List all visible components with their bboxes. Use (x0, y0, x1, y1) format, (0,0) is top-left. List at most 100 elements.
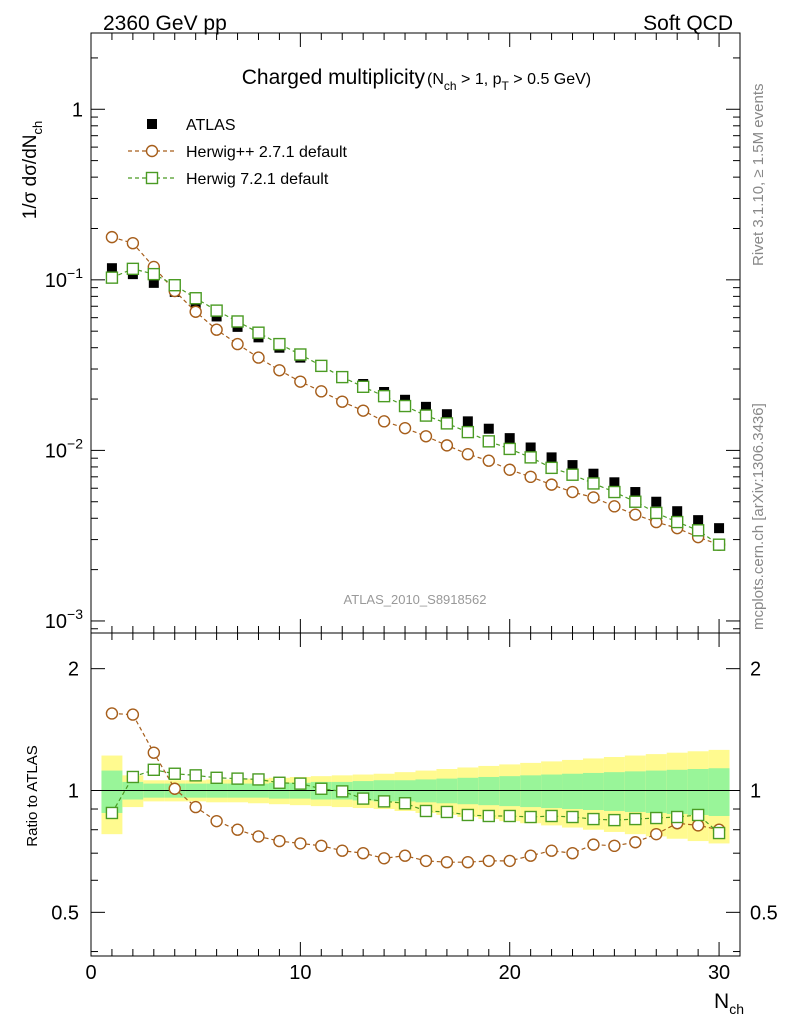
mc-point (398, 421, 412, 435)
ratio-point (189, 769, 202, 782)
ratio-point (587, 838, 600, 851)
ratio-point (524, 810, 537, 824)
ratio-point (168, 782, 181, 795)
x-tick-label: 20 (499, 962, 521, 984)
chart-title-condition: (Nch > 1, pT > 0.5 GeV) (427, 71, 591, 93)
header-left: 2360 GeV pp (103, 12, 227, 35)
ratio-frame (90, 632, 741, 957)
mc-point (712, 538, 726, 551)
data-point (504, 433, 515, 444)
mc-point (336, 395, 349, 408)
side-label-bottom: mcplots.cern.ch [arXiv:1306.3436] (750, 403, 767, 630)
y-tick-label: 1 (72, 99, 83, 121)
data-point (609, 477, 620, 488)
data-point (714, 523, 725, 534)
data-point (672, 506, 683, 517)
ratio-point (231, 823, 244, 836)
ratio-point (189, 800, 202, 814)
ratio-point (210, 814, 223, 828)
ratio-point (566, 810, 579, 824)
ratio-point (712, 826, 726, 840)
ratio-point (356, 792, 370, 805)
ratio-point (419, 804, 433, 818)
ratio-uncertainty-bands (101, 749, 730, 844)
mc-point (566, 485, 579, 499)
ratio-point (315, 782, 328, 795)
y-tick-label: 10−2 (45, 435, 83, 462)
mc-point (670, 515, 684, 529)
stat-uncertainty-band (562, 773, 583, 810)
ratio-point (105, 707, 119, 720)
ratio-point (210, 771, 223, 784)
stat-uncertainty-band (499, 776, 521, 807)
data-point (525, 442, 536, 453)
ratio-point (545, 844, 558, 857)
data-point (546, 452, 557, 463)
ratio-point (252, 773, 265, 786)
mc-point (629, 495, 642, 508)
data-point (693, 515, 704, 526)
ratio-y-axis-label: Ratio to ATLAS (24, 745, 41, 846)
ratio-point (691, 819, 705, 832)
stat-uncertainty-band (645, 770, 667, 813)
legend-label: Herwig++ 2.7.1 default (186, 144, 348, 161)
ratio-point (440, 805, 454, 819)
ratio-tick-label: 1 (68, 780, 79, 802)
stat-uncertainty-band (687, 769, 709, 815)
ratio-point (524, 849, 537, 862)
side-label-top: Rivet 3.1.10, ≥ 1.5M events (750, 84, 767, 267)
data-point (420, 401, 431, 412)
stat-uncertainty-band (520, 775, 542, 808)
ratio-point (315, 839, 328, 853)
mc-point (356, 404, 370, 417)
mc-point (336, 370, 349, 384)
ratio-point (231, 772, 244, 785)
mc-point (252, 326, 265, 339)
ratio-point (273, 776, 286, 789)
x-tick-label: 10 (289, 962, 311, 984)
mc-point (482, 454, 495, 467)
mc-point (440, 417, 454, 430)
legend-label: Herwig 7.2.1 default (186, 171, 329, 188)
mc-point (168, 279, 181, 292)
y-axis-label: 1/σ dσ/dNch (20, 121, 45, 219)
y-tick-label: 10−3 (45, 606, 83, 633)
legend-marker (147, 119, 157, 129)
mc-point (189, 292, 202, 305)
ratio-tick-label-right: 1 (750, 780, 761, 802)
ratio-tick-label-right: 2 (750, 659, 761, 681)
stat-uncertainty-band (624, 771, 646, 812)
ratio-point (168, 767, 181, 780)
y-tick-label: 10−1 (45, 265, 83, 292)
mc-point (545, 461, 558, 475)
mc-point (482, 435, 495, 448)
ratio-point (629, 836, 642, 849)
mc-point (503, 463, 516, 476)
ratio-point (629, 812, 642, 826)
mc-point (105, 230, 119, 244)
mc-point (189, 305, 202, 318)
mc-point (294, 348, 307, 361)
ratio-series (105, 707, 726, 869)
mc-point (126, 236, 140, 250)
legend: ATLAS Herwig++ 2.7.1 default Herwig 7.2.1 … (128, 117, 348, 188)
ratio-point (398, 797, 412, 810)
mc-point (105, 271, 119, 284)
ratio-point (419, 854, 433, 868)
ratio-point (482, 854, 495, 868)
stat-uncertainty-band (101, 770, 123, 813)
mc-point (587, 477, 600, 490)
mc-point (503, 442, 516, 456)
main-series (105, 230, 726, 551)
data-point (567, 460, 578, 471)
mc-point (273, 337, 286, 351)
data-point (630, 487, 641, 498)
ratio-point (147, 746, 161, 759)
mc-point (587, 491, 600, 504)
ratio-point (482, 809, 495, 823)
x-tick-label: 30 (708, 962, 730, 984)
legend-marker (145, 171, 159, 185)
series-line (111, 268, 720, 546)
ratio-point (566, 846, 579, 860)
ratio-point (670, 810, 684, 824)
